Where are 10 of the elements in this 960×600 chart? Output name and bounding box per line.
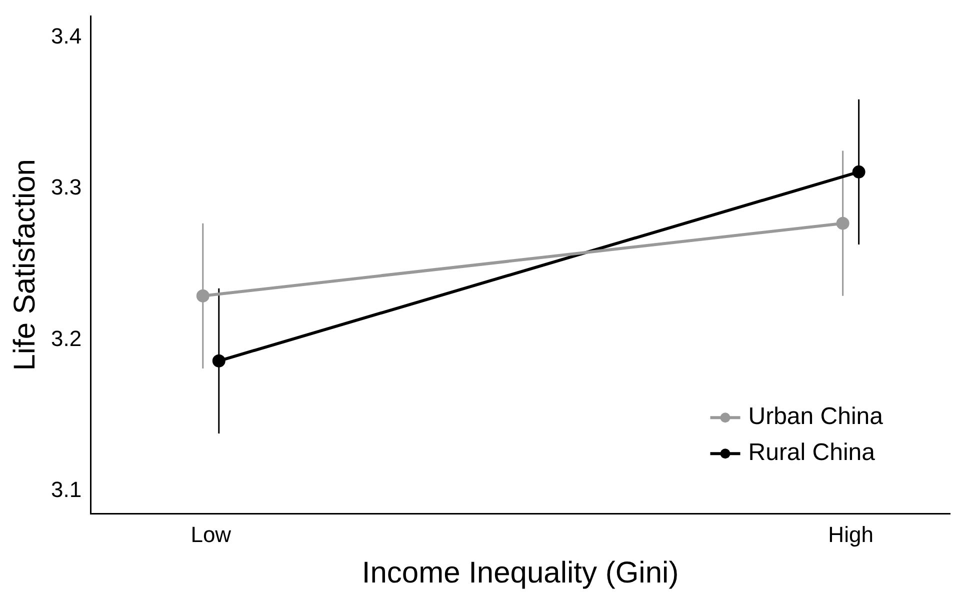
y-tick-label: 3.1 (50, 476, 82, 502)
y-tick-label: 3.2 (50, 326, 82, 351)
x-tick-label: High (828, 522, 874, 547)
x-tick-label: Low (190, 522, 232, 547)
y-tick-label: 3.3 (50, 174, 82, 200)
legend-label: Rural China (748, 439, 876, 466)
legend-label: Urban China (748, 403, 884, 430)
y-axis-title: Life Satisfaction (8, 159, 42, 371)
x-axis-title: Income Inequality (Gini) (362, 556, 679, 590)
y-tick-label: 3.4 (50, 23, 82, 48)
